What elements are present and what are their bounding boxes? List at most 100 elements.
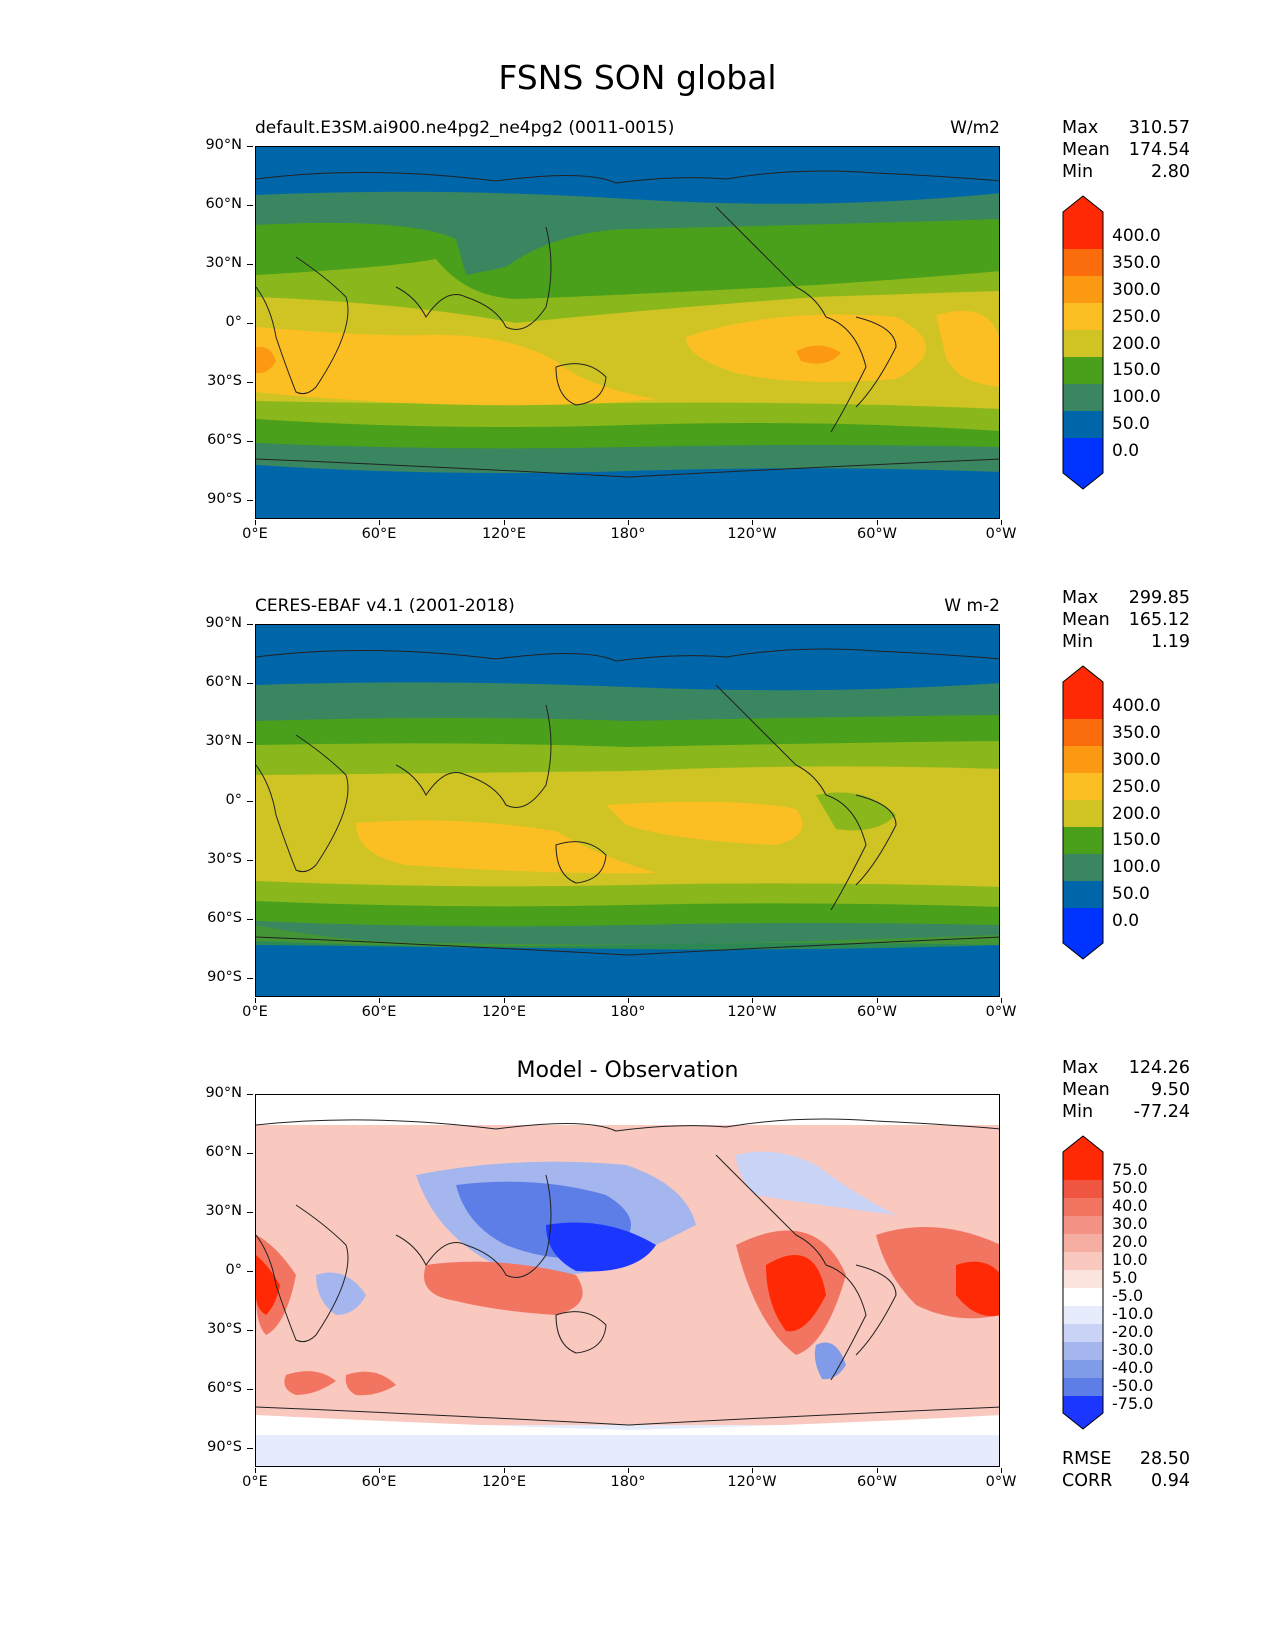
diff-colorbar [1062,1135,1104,1430]
y-tick: 30°S [190,1321,253,1337]
x-tick: 0°E [220,520,290,542]
colorbar-label: 400.0 [1112,226,1161,246]
stat-max: 310.57 [1128,118,1190,138]
x-tick: 180° [593,1468,663,1490]
diff-panel: Model - Observation [0,0,1275,1491]
model-stats: Max 310.57 Mean 174.54 Min 2.80 [1062,117,1190,183]
x-tick: 0°E [220,1468,290,1490]
model-panel-units: W/m2 [950,118,1000,138]
model-panel-title: default.E3SM.ai900.ne4pg2_ne4pg2 (0011-0… [255,118,675,138]
y-tick: 30°S [190,373,253,389]
model-map [255,146,1000,519]
stat-label: Min [1062,632,1094,652]
colorbar-label: 350.0 [1112,253,1161,273]
stat-mean: 9.50 [1151,1080,1190,1100]
y-tick: 60°S [190,432,253,448]
colorbar-label: 0.0 [1112,911,1140,931]
stat-min: 1.19 [1151,632,1190,652]
rmse-value: 28.50 [1139,1449,1190,1469]
y-tick: 60°N [190,196,253,212]
corr-label: CORR [1062,1471,1113,1491]
x-tick: 60°E [344,1468,414,1490]
x-tick: 60°E [344,998,414,1020]
x-tick: 60°W [842,998,912,1020]
stat-label: Mean [1062,610,1110,630]
diff-panel-title: Model - Observation [516,1058,739,1083]
rmse-label: RMSE [1062,1449,1112,1469]
colorbar-label: 0.0 [1112,441,1140,461]
y-tick: 30°N [190,1203,253,1219]
x-tick: 0°W [966,998,1036,1020]
colorbar-label: 5.0 [1112,1268,1138,1287]
x-tick: 120°W [717,1468,787,1490]
x-tick: 0°W [966,1468,1036,1490]
y-tick: 60°S [190,1380,253,1396]
diff-stats: Max 124.26 Mean 9.50 Min -77.24 [1062,1057,1190,1123]
y-tick: 0° [190,1262,253,1278]
y-tick: 90°N [190,1085,253,1101]
x-tick: 120°E [469,1468,539,1490]
stat-mean: 165.12 [1128,610,1190,630]
colorbar-label: 75.0 [1112,1160,1148,1179]
stat-label: Min [1062,1102,1094,1122]
y-tick: 90°N [190,137,253,153]
figure-title: FSNS SON global [498,58,777,97]
y-tick: 60°N [190,1144,253,1160]
stat-min: 2.80 [1151,162,1190,182]
obs-panel-units: W m-2 [944,596,1000,616]
model-panel: default.E3SM.ai900.ne4pg2_ne4pg2 (0011-0… [0,0,1275,542]
y-tick: 90°S [190,1439,253,1455]
colorbar-label: -40.0 [1112,1358,1154,1377]
colorbar-label: 50.0 [1112,414,1150,434]
y-tick: 30°S [190,851,253,867]
stat-label: Mean [1062,140,1110,160]
colorbar-label: -5.0 [1112,1286,1144,1305]
y-tick: 0° [190,314,253,330]
stat-label: Max [1062,118,1099,138]
stat-label: Min [1062,162,1094,182]
obs-panel-title: CERES-EBAF v4.1 (2001-2018) [255,596,515,616]
colorbar-label: 200.0 [1112,334,1161,354]
x-tick: 60°W [842,520,912,542]
colorbar-label: 100.0 [1112,857,1161,877]
colorbar-label: -75.0 [1112,1394,1154,1413]
obs-map [255,624,1000,997]
stat-min: -77.24 [1133,1102,1190,1122]
colorbar-label: -50.0 [1112,1376,1154,1395]
y-tick: 0° [190,792,253,808]
obs-colorbar [1062,665,1104,960]
y-tick: 90°S [190,491,253,507]
colorbar-label: 300.0 [1112,280,1161,300]
colorbar-label: 250.0 [1112,307,1161,327]
colorbar-label: 250.0 [1112,777,1161,797]
x-tick: 180° [593,998,663,1020]
colorbar-label: 20.0 [1112,1232,1148,1251]
x-tick: 120°W [717,998,787,1020]
stat-max: 299.85 [1128,588,1190,608]
colorbar-label: 100.0 [1112,387,1161,407]
x-tick: 120°E [469,520,539,542]
stat-label: Max [1062,1058,1099,1078]
diff-footer-stats: RMSE 28.50 CORR 0.94 [1062,1448,1190,1492]
diff-map [255,1094,1000,1467]
colorbar-label: 150.0 [1112,830,1161,850]
colorbar-label: 150.0 [1112,360,1161,380]
y-tick: 30°N [190,733,253,749]
stat-label: Max [1062,588,1099,608]
colorbar-label: 300.0 [1112,750,1161,770]
x-tick: 0°W [966,520,1036,542]
colorbar-label: 50.0 [1112,884,1150,904]
corr-value: 0.94 [1151,1471,1190,1491]
y-tick: 60°S [190,910,253,926]
stat-label: Mean [1062,1080,1110,1100]
x-tick: 60°E [344,520,414,542]
colorbar-label: -30.0 [1112,1340,1154,1359]
x-tick: 120°E [469,998,539,1020]
colorbar-label: -10.0 [1112,1304,1154,1323]
colorbar-label: 10.0 [1112,1250,1148,1269]
x-tick: 120°W [717,520,787,542]
y-tick: 90°N [190,615,253,631]
obs-panel: CERES-EBAF v4.1 (2001-2018) W m-2 90°N 6… [0,0,1275,1020]
colorbar-label: 400.0 [1112,696,1161,716]
stat-max: 124.26 [1128,1058,1190,1078]
